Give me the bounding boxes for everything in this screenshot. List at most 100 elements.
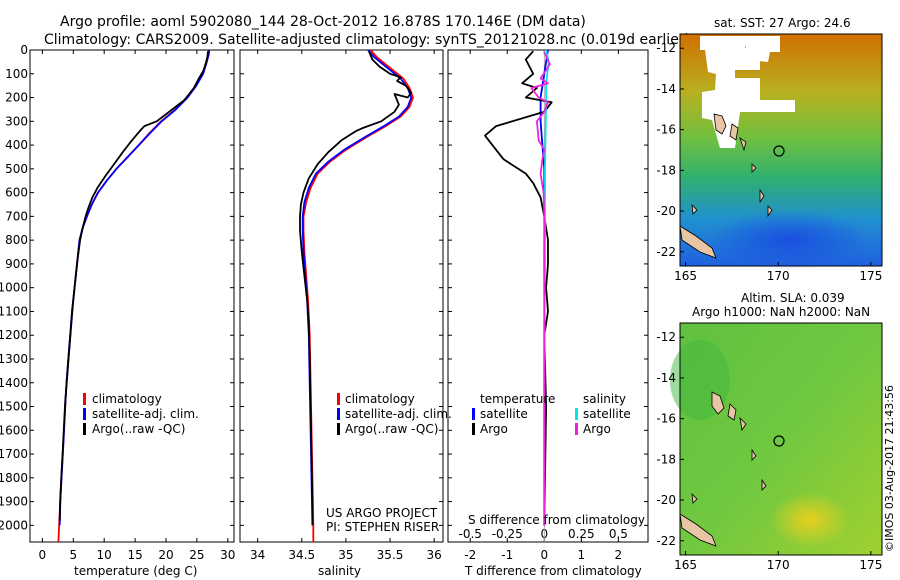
y-tick-label: 500 <box>5 162 28 176</box>
legend-label-climatology: climatology <box>92 392 162 406</box>
y-tick-label: 1400 <box>0 376 28 390</box>
y-tick-label: 300 <box>5 114 28 128</box>
map-y-tick-label: -14 <box>656 371 676 385</box>
x-tick-label: 20 <box>158 548 173 562</box>
map-y-tick-label: -18 <box>656 452 676 466</box>
legend-swatch-s-satellite <box>575 408 578 420</box>
map-y-tick-label: -20 <box>656 204 676 218</box>
sst-cold-patch <box>710 210 870 270</box>
temperature-panel: 0 5 10 15 20 25 300100200300400500600700800900… <box>0 43 235 562</box>
temperature-legend: climatology satellite-adj. clim. Argo(..… <box>83 392 199 436</box>
pi-label: PI: STEPHEN RISER <box>326 520 439 534</box>
legend-label-s-argo: Argo <box>583 422 611 436</box>
title-line-2: Climatology: CARS2009. Satellite-adjuste… <box>44 32 690 48</box>
legend-label-satellite: satellite-adj. clim. <box>92 407 199 421</box>
sla-map-subtitle: Argo h1000: NaN h2000: NaN <box>692 305 870 319</box>
map-y-tick-label: -16 <box>656 412 676 426</box>
x-tick-label: 15 <box>127 548 142 562</box>
x-tick-label: 0 <box>39 548 47 562</box>
map-y-tick-label: -12 <box>656 330 676 344</box>
y-tick-label: 1100 <box>0 304 28 318</box>
temperature-xlabel: temperature (deg C) <box>74 564 197 578</box>
x-tick-label: 2 <box>615 548 623 562</box>
salinity-legend: climatology satellite-adj. clim. Argo(..… <box>326 392 452 534</box>
title-line-1: Argo profile: aoml 5902080_144 28-Oct-20… <box>60 14 586 30</box>
legend-label-t-argo: Argo <box>480 422 508 436</box>
sla-map-frame <box>679 322 883 556</box>
project-label: US ARGO PROJECT <box>326 506 438 520</box>
plot-frame <box>239 49 444 543</box>
map-y-tick-label: -16 <box>656 123 676 137</box>
y-tick-label: 600 <box>5 186 28 200</box>
legend-label-argo: Argo(..raw -QC) <box>345 422 438 436</box>
sst-map-title: sat. SST: 27 Argo: 24.6 <box>714 16 851 30</box>
s-tick-label: -0.25 <box>492 527 523 541</box>
sla-islands <box>691 391 767 504</box>
s-tick-label: 0.5 <box>609 527 628 541</box>
sst-map-frame <box>679 33 883 267</box>
x-tick-label: 1 <box>578 548 586 562</box>
y-tick-label: 400 <box>5 138 28 152</box>
map-y-tick-label: -22 <box>656 245 676 259</box>
y-tick-label: 1000 <box>0 281 28 295</box>
s-tick-label: 0.25 <box>568 527 595 541</box>
difference-panel: -2 -1 0 1 2-0.5 -0.25 0 0.25 0.5 <box>447 49 649 562</box>
map-x-tick-label: 165 <box>674 558 697 572</box>
map-x-tick-label: 165 <box>674 269 697 283</box>
legend-label-t-satellite: satellite <box>480 407 528 421</box>
map-ticks: 165 170 175 -12 -14 -16 -18 -20 -22 165 170 175 -12 -… <box>656 41 882 572</box>
salinity-xlabel: salinity <box>318 564 361 578</box>
map-x-tick-label: 170 <box>767 269 790 283</box>
legend-label-argo: Argo(..raw -QC) <box>92 422 185 436</box>
legend-header-salinity: salinity <box>583 392 626 406</box>
x-tick-label: 35 <box>338 548 353 562</box>
x-tick-label: 34.5 <box>288 548 315 562</box>
new-caledonia-sla <box>679 513 717 547</box>
y-tick-label: 1200 <box>0 328 28 342</box>
map-x-tick-label: 170 <box>767 558 790 572</box>
map-y-tick-label: -22 <box>656 534 676 548</box>
legend-swatch-climatology <box>83 393 86 405</box>
legend-label-satellite: satellite-adj. clim. <box>345 407 452 421</box>
sla-map-title: Altim. SLA: 0.039 <box>741 291 845 305</box>
plot-frame <box>29 49 235 543</box>
salinity-panel: 34 34.5 35 35.5 36 <box>239 49 444 562</box>
argo-location-marker-sla <box>773 435 785 447</box>
difference-legend: temperature salinity satellite Argo sate… <box>468 392 645 527</box>
new-caledonia-sst <box>679 225 717 259</box>
map-y-tick-label: -14 <box>656 82 676 96</box>
sst-map: sat. SST: 27 Argo: 24.6 <box>679 16 883 270</box>
y-tick-label: 700 <box>5 209 28 223</box>
legend-swatch-argo <box>337 423 340 435</box>
y-tick-label: 1800 <box>0 471 28 485</box>
y-tick-label: 2000 <box>0 518 28 532</box>
legend-swatch-satellite <box>337 408 340 420</box>
y-tick-label: 1300 <box>0 352 28 366</box>
y-tick-label: 1600 <box>0 423 28 437</box>
x-tick-label: 34 <box>250 548 265 562</box>
footer-stamp: ©IMOS 03-Aug-2017 21:43:56 <box>883 385 896 552</box>
x-tick-label: 10 <box>97 548 112 562</box>
y-tick-label: 1900 <box>0 495 28 509</box>
legend-label-s-satellite: satellite <box>583 407 631 421</box>
sst-cloud-mask-2 <box>742 36 780 62</box>
s-tick-label: -0.5 <box>459 527 482 541</box>
x-tick-label: 30 <box>220 548 235 562</box>
sla-high-patch <box>770 492 850 548</box>
x-tick-label: 25 <box>189 548 204 562</box>
y-tick-label: 900 <box>5 257 28 271</box>
map-y-tick-label: -12 <box>656 41 676 55</box>
y-tick-label: 100 <box>5 67 28 81</box>
legend-swatch-argo <box>83 423 86 435</box>
y-tick-label: 200 <box>5 91 28 105</box>
map-x-tick-label: 175 <box>859 558 882 572</box>
sst-islands <box>691 113 773 218</box>
x-tick-label: -2 <box>464 548 476 562</box>
y-tick-label: 800 <box>5 233 28 247</box>
series-line-black <box>299 50 413 526</box>
legend-header-temperature: temperature <box>480 392 555 406</box>
legend-swatch-s-argo <box>575 423 578 435</box>
t-difference-xlabel: T difference from climatology <box>464 564 642 578</box>
legend-swatch-t-satellite <box>472 408 475 420</box>
